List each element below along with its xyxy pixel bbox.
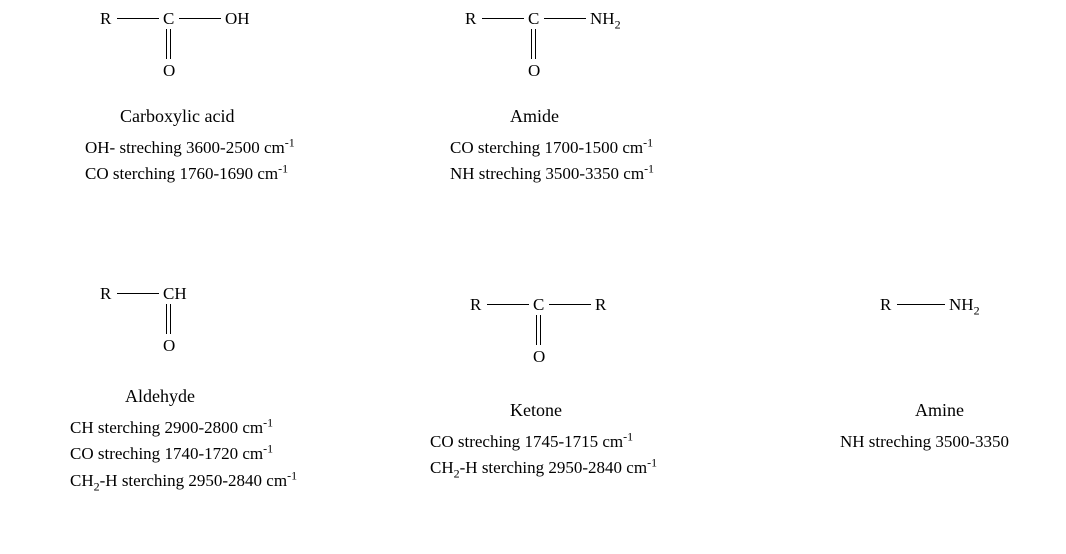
ir-line: CO streching 1740-1720 cm-1 bbox=[70, 441, 297, 467]
bond bbox=[549, 304, 591, 305]
atom-r: R bbox=[465, 10, 476, 27]
group-name: Carboxylic acid bbox=[85, 106, 295, 127]
ir-line: CO sterching 1760-1690 cm-1 bbox=[85, 161, 295, 187]
ir-lines: CH sterching 2900-2800 cm-1 CO streching… bbox=[70, 415, 297, 494]
atom-r: R bbox=[880, 296, 891, 313]
ir-line: CH2-H sterching 2950-2840 cm-1 bbox=[430, 455, 657, 481]
ketone-structure: R C R O bbox=[455, 296, 735, 371]
atom-r-left: R bbox=[470, 296, 481, 313]
ketone-group: R C R O bbox=[455, 296, 735, 371]
amine-text: Amine NH streching 3500-3350 bbox=[840, 394, 1009, 455]
group-name: Ketone bbox=[430, 400, 657, 421]
carboxylic-acid-group: R C OH O bbox=[85, 10, 365, 85]
atom-nh2: NH2 bbox=[949, 296, 980, 313]
ir-line: CO streching 1745-1715 cm-1 bbox=[430, 429, 657, 455]
atom-oh: OH bbox=[225, 10, 250, 27]
aldehyde-group: R CH O bbox=[85, 285, 365, 360]
amine-group: R NH2 bbox=[880, 296, 1066, 336]
ir-lines: CO sterching 1700-1500 cm-1 NH streching… bbox=[450, 135, 654, 188]
ketone-text: Ketone CO streching 1745-1715 cm-1 CH2-H… bbox=[430, 394, 657, 482]
aldehyde-structure: R CH O bbox=[85, 285, 365, 360]
ir-line: NH streching 3500-3350 bbox=[840, 429, 1009, 455]
ir-line: CO sterching 1700-1500 cm-1 bbox=[450, 135, 654, 161]
group-name: Amine bbox=[840, 400, 1009, 421]
atom-r: R bbox=[100, 10, 111, 27]
atom-o: O bbox=[528, 62, 540, 79]
aldehyde-text: Aldehyde CH sterching 2900-2800 cm-1 CO … bbox=[70, 380, 297, 494]
group-name: Aldehyde bbox=[70, 386, 297, 407]
carboxylic-acid-text: Carboxylic acid OH- streching 3600-2500 … bbox=[85, 100, 295, 188]
bond bbox=[544, 18, 586, 19]
atom-ch: CH bbox=[163, 285, 187, 302]
ir-lines: NH streching 3500-3350 bbox=[840, 429, 1009, 455]
amide-text: Amide CO sterching 1700-1500 cm-1 NH str… bbox=[450, 100, 654, 188]
atom-c: C bbox=[533, 296, 544, 313]
double-bond bbox=[166, 304, 171, 334]
ir-line: OH- streching 3600-2500 cm-1 bbox=[85, 135, 295, 161]
bond bbox=[117, 293, 159, 294]
atom-c: C bbox=[163, 10, 174, 27]
atom-r: R bbox=[100, 285, 111, 302]
double-bond bbox=[166, 29, 171, 59]
bond bbox=[117, 18, 159, 19]
amine-structure: R NH2 bbox=[880, 296, 1066, 336]
amide-group: R C NH2 O bbox=[450, 10, 730, 85]
ir-lines: OH- streching 3600-2500 cm-1 CO sterchin… bbox=[85, 135, 295, 188]
atom-c: C bbox=[528, 10, 539, 27]
ir-line: CH sterching 2900-2800 cm-1 bbox=[70, 415, 297, 441]
atom-o: O bbox=[163, 62, 175, 79]
bond bbox=[482, 18, 524, 19]
double-bond bbox=[536, 315, 541, 345]
bond bbox=[179, 18, 221, 19]
atom-nh2: NH2 bbox=[590, 10, 621, 27]
bond bbox=[487, 304, 529, 305]
atom-o: O bbox=[533, 348, 545, 365]
atom-o: O bbox=[163, 337, 175, 354]
atom-r-right: R bbox=[595, 296, 606, 313]
ir-line: CH2-H sterching 2950-2840 cm-1 bbox=[70, 468, 297, 494]
bond bbox=[897, 304, 945, 305]
amide-structure: R C NH2 O bbox=[450, 10, 730, 85]
group-name: Amide bbox=[450, 106, 654, 127]
double-bond bbox=[531, 29, 536, 59]
carboxylic-acid-structure: R C OH O bbox=[85, 10, 365, 85]
ir-line: NH streching 3500-3350 cm-1 bbox=[450, 161, 654, 187]
ir-lines: CO streching 1745-1715 cm-1 CH2-H sterch… bbox=[430, 429, 657, 482]
